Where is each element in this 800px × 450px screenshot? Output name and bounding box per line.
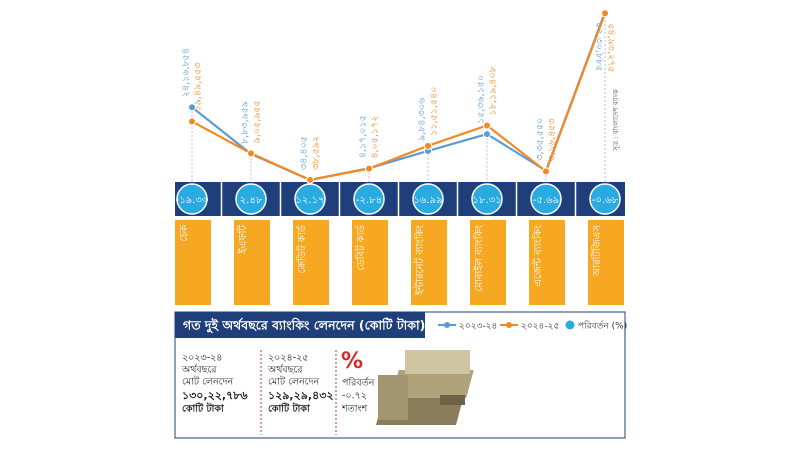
summary-text: অর্থবছরে bbox=[267, 364, 303, 376]
category-bar bbox=[175, 220, 211, 305]
change-label: -২.৮৪ bbox=[356, 195, 382, 206]
data-label: ১৫,৩৬,১৫০ bbox=[476, 75, 487, 124]
title-bar bbox=[175, 312, 425, 338]
legend-dot bbox=[506, 322, 512, 328]
category-bar bbox=[588, 220, 624, 305]
data-label: ৫৫,৩০,৮৮৫ bbox=[594, 22, 605, 71]
change-label: -০.৬৮ bbox=[592, 195, 619, 206]
data-label: ৪,১৭,০১৫ bbox=[358, 115, 369, 158]
series-line bbox=[191, 12, 607, 181]
chart-title: গত দুই অর্থবছরে ব্যাংকিং লেনদেন (কোটি টা… bbox=[183, 317, 425, 335]
change-circle bbox=[176, 183, 208, 215]
summary-text: ২০২৩-২৪ bbox=[182, 353, 222, 364]
data-label: ৩,৩৫,৫৫০ bbox=[535, 118, 546, 161]
source: সূত্র : বাংলাদেশ ব্যাংক bbox=[612, 89, 620, 152]
data-label: ১৮,১৯,৪০৮ bbox=[488, 65, 499, 115]
change-symbol: % bbox=[341, 349, 363, 374]
legend-label: পরিবর্তন (%) bbox=[578, 321, 627, 332]
summary-text: -০.৭২ bbox=[342, 391, 367, 402]
category-label: আরটিজিএস bbox=[590, 225, 603, 278]
data-label: ৩৮,৫৯২ bbox=[311, 136, 322, 170]
category-bar bbox=[234, 220, 270, 305]
change-circle bbox=[235, 183, 267, 215]
change-circle bbox=[294, 183, 326, 215]
change-label: -৫.৬৯ bbox=[533, 195, 559, 206]
change-label: ২.৪৮ bbox=[240, 195, 263, 206]
summary-unit: কোটি টাকা bbox=[182, 401, 225, 415]
category-label: ক্রেডিট কার্ড bbox=[295, 224, 308, 273]
change-label: -১৯.৩৩ bbox=[176, 195, 209, 206]
data-label: ৫৪,৯৩,২৭৫ bbox=[606, 23, 617, 72]
category-label: ইএফটি bbox=[236, 224, 249, 254]
summary-text: মোট লেনদেন bbox=[182, 375, 234, 388]
summary-text: মোট লেনদেন bbox=[268, 375, 320, 388]
legend-label: ২০২৪-২৫ bbox=[521, 322, 559, 332]
category-label: চেক bbox=[179, 224, 190, 241]
category-bar bbox=[529, 220, 565, 305]
data-label: ৮,৮৩,৯৫৯ bbox=[240, 101, 251, 144]
data-label: ১১,৫১,৫৪০ bbox=[429, 87, 440, 136]
data-label: ৯,০৫,৯৫৫ bbox=[252, 100, 263, 143]
summary-text: পরিবর্তন bbox=[342, 377, 376, 389]
legend-dot bbox=[444, 322, 450, 328]
data-label: ২৪,১৬,৮৫৪ bbox=[181, 48, 192, 97]
change-circle bbox=[471, 183, 503, 215]
point bbox=[306, 175, 314, 184]
point bbox=[247, 149, 255, 158]
money-illustration bbox=[375, 350, 474, 425]
point bbox=[424, 141, 432, 150]
point bbox=[542, 167, 550, 176]
category-label: এজেন্ট ব্যাংকিং bbox=[532, 225, 544, 286]
change-label: ১৮.৩১ bbox=[472, 195, 501, 206]
point bbox=[188, 103, 196, 112]
change-label: ১৬.৯৯ bbox=[413, 195, 442, 206]
legend-label: ২০২৩-২৪ bbox=[459, 322, 497, 332]
data-label: ৩৪,৪০৫ bbox=[299, 136, 310, 170]
change-circle bbox=[353, 183, 385, 215]
summary-amount: ১২৯,২৯,৪৩২ bbox=[268, 389, 334, 402]
change-label: ১২.১৭ bbox=[295, 195, 324, 206]
data-label: ৪,০৫,১৭২ bbox=[370, 116, 381, 159]
legend-dot bbox=[565, 320, 575, 330]
point bbox=[483, 121, 491, 130]
point bbox=[483, 130, 491, 139]
summary-text: ২০২৪-২৫ bbox=[268, 353, 308, 364]
category-bar bbox=[352, 220, 388, 305]
data-label: ৯,৮৪,৩০৬ bbox=[417, 97, 428, 141]
point bbox=[365, 164, 373, 173]
category-label: ডেবিট কার্ড bbox=[354, 224, 367, 270]
change-circle bbox=[589, 183, 621, 215]
summary-text: অর্থবছরে bbox=[181, 364, 217, 376]
summary-unit: কোটি টাকা bbox=[268, 401, 311, 415]
data-label: ৩,১৬,৪৫৩ bbox=[547, 117, 558, 161]
data-label: ১৯,৪৯,৫৫৩ bbox=[193, 61, 204, 111]
summary-amount: ১৩০,২২,৭৮৬ bbox=[182, 389, 248, 402]
category-bar bbox=[470, 220, 506, 305]
point bbox=[188, 117, 196, 126]
summary-text: শতাংশ bbox=[341, 404, 369, 415]
category-bar bbox=[293, 220, 329, 305]
category-label: মোবাইল ব্যাংকিং bbox=[473, 225, 485, 292]
category-label: ইন্টারনেট ব্যাংকিং bbox=[413, 225, 426, 296]
point bbox=[601, 9, 609, 18]
category-bar bbox=[411, 220, 447, 305]
change-circle bbox=[412, 183, 444, 215]
change-circle bbox=[530, 183, 562, 215]
